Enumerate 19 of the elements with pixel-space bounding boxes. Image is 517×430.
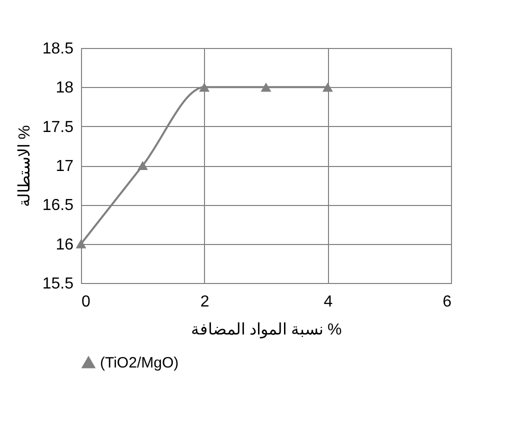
point xyxy=(76,239,86,248)
x-tick-label: 6 xyxy=(442,294,452,310)
x-tick-label: 4 xyxy=(324,294,333,310)
point xyxy=(199,82,210,92)
y-tick-label: 15.5 xyxy=(42,276,74,292)
y-tick-label: 16 xyxy=(56,236,74,254)
y-tick-label: 17 xyxy=(56,158,74,175)
y-tick-label: 18.5 xyxy=(42,40,74,58)
point xyxy=(260,82,272,92)
y-tick-label: 17.5 xyxy=(42,118,74,136)
point xyxy=(322,82,333,92)
y-tick-label: 16.5 xyxy=(42,197,74,214)
y-tick-label: 18 xyxy=(56,80,74,97)
legend-label: (TiO2/MgO) xyxy=(100,354,179,372)
y-axis-title: الاستطالة % xyxy=(16,125,34,207)
x-tick-label: 2 xyxy=(200,294,210,310)
x-tick-label: 0 xyxy=(82,294,90,310)
point xyxy=(137,160,148,170)
x-axis-title: نسبة المواد المضافة % xyxy=(191,322,342,338)
